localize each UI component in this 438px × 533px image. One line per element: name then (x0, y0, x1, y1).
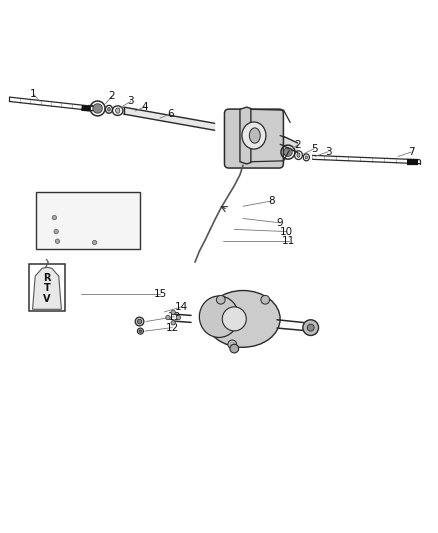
Bar (29, 264, 65, 311)
Circle shape (303, 320, 318, 335)
Circle shape (261, 295, 270, 304)
Circle shape (135, 317, 144, 326)
Ellipse shape (199, 296, 239, 337)
Bar (35, 192, 141, 249)
Polygon shape (124, 107, 215, 130)
Ellipse shape (222, 307, 246, 331)
Text: 1: 1 (30, 89, 37, 99)
Text: 4: 4 (141, 102, 148, 112)
Ellipse shape (305, 156, 307, 159)
Circle shape (52, 215, 57, 220)
Text: 2: 2 (294, 140, 301, 150)
Circle shape (171, 321, 175, 325)
Text: 15: 15 (153, 288, 167, 298)
Circle shape (139, 330, 142, 333)
Text: R
T
V: R T V (43, 273, 51, 304)
Text: 3: 3 (325, 147, 332, 157)
Circle shape (54, 229, 58, 234)
Circle shape (171, 310, 175, 314)
Circle shape (138, 328, 144, 334)
Ellipse shape (206, 290, 280, 348)
Circle shape (166, 316, 170, 320)
Circle shape (284, 148, 292, 156)
FancyBboxPatch shape (224, 109, 283, 168)
Circle shape (93, 104, 102, 113)
Circle shape (55, 239, 60, 244)
Ellipse shape (297, 153, 300, 157)
Circle shape (176, 316, 180, 320)
Ellipse shape (242, 122, 266, 149)
Ellipse shape (249, 128, 260, 143)
Circle shape (228, 340, 237, 349)
Text: 6: 6 (168, 109, 174, 119)
Text: 13: 13 (168, 312, 181, 322)
Text: 7: 7 (408, 147, 414, 157)
Text: 14: 14 (175, 302, 188, 312)
Text: 12: 12 (166, 322, 179, 333)
Circle shape (138, 319, 142, 324)
Text: 10: 10 (280, 227, 293, 237)
Ellipse shape (108, 108, 110, 111)
Circle shape (307, 324, 314, 331)
Text: 8: 8 (268, 196, 275, 206)
Circle shape (230, 344, 239, 353)
Text: 5: 5 (311, 143, 318, 154)
Text: 11: 11 (282, 236, 296, 246)
Ellipse shape (116, 108, 120, 113)
Text: 9: 9 (277, 218, 283, 228)
Polygon shape (285, 137, 297, 152)
Circle shape (216, 295, 225, 304)
Polygon shape (240, 107, 251, 164)
Text: 16: 16 (111, 206, 124, 216)
Text: 3: 3 (127, 96, 134, 107)
Text: 2: 2 (109, 91, 115, 101)
Polygon shape (32, 268, 61, 309)
Circle shape (92, 240, 97, 245)
